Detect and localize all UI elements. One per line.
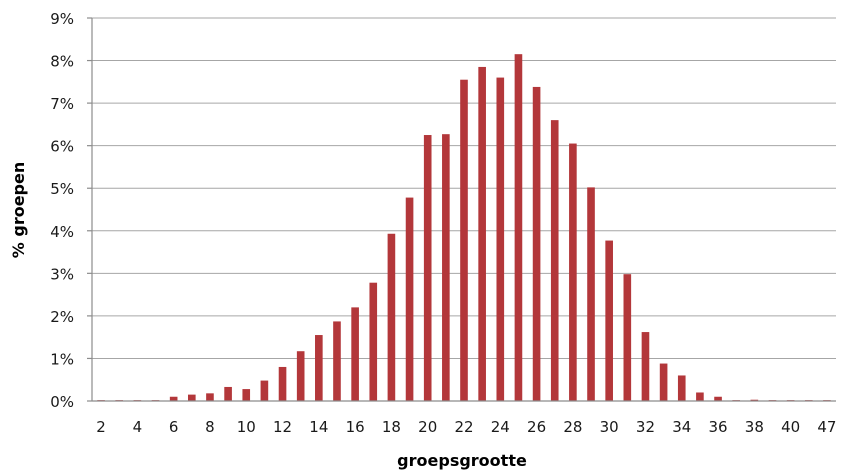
bar-38: [750, 399, 759, 401]
bar-32: [641, 332, 650, 401]
y-tick-label: 1%: [50, 350, 74, 368]
y-tick-label: 9%: [50, 10, 74, 28]
x-tick-label: 40: [781, 418, 800, 436]
x-tick-label: 2: [96, 418, 106, 436]
x-tick-label: 32: [636, 418, 655, 436]
x-tick-label: 28: [563, 418, 582, 436]
x-tick-label: 20: [418, 418, 437, 436]
x-tick-label: 8: [205, 418, 215, 436]
bar-21: [442, 134, 450, 401]
x-tick-label: 34: [672, 418, 691, 436]
bar-30: [605, 240, 613, 401]
x-tick-label: 24: [491, 418, 510, 436]
bar-22: [460, 79, 468, 401]
bar-17: [369, 282, 378, 401]
x-tick-label: 6: [169, 418, 179, 436]
x-tick-label: 12: [273, 418, 292, 436]
x-tick-label: 16: [346, 418, 365, 436]
bar-12: [278, 366, 287, 401]
bars: [97, 54, 831, 402]
x-tick-labels: 2 4 6 8 10 12 14 16 18 20 22 24 26 28 30 32 34 36 38 40 47: [96, 418, 836, 436]
bar-29: [587, 187, 595, 401]
y-tick-label: 8%: [50, 53, 74, 71]
x-tick-label: 22: [454, 418, 473, 436]
bar-13: [296, 351, 305, 401]
bar-15: [333, 321, 341, 401]
y-tick-label: 4%: [50, 223, 74, 241]
bar-9: [224, 386, 232, 401]
bar-27: [550, 120, 559, 401]
axes: [91, 18, 836, 402]
bar-26: [532, 86, 541, 401]
bar-6: [169, 396, 178, 401]
x-axis-title: groepsgrootte: [397, 451, 527, 470]
bar-7: [187, 394, 196, 401]
bar-28: [569, 143, 577, 402]
bar-19: [405, 197, 414, 401]
bar-16: [351, 307, 359, 401]
x-tick-label: 14: [309, 418, 328, 436]
bar-35: [696, 392, 704, 401]
y-tick-label: 0%: [50, 393, 74, 411]
bar-10: [242, 389, 251, 401]
bar-23: [478, 66, 486, 401]
bar-25: [514, 54, 523, 402]
y-tick-label: 6%: [50, 138, 74, 156]
bar-18: [387, 233, 396, 401]
bar-31: [623, 274, 632, 401]
x-tick-label: 10: [237, 418, 256, 436]
x-tick-label: 26: [527, 418, 546, 436]
y-axis-title: % groepen: [9, 162, 28, 258]
bar-33: [659, 363, 668, 401]
y-tick-labels: 0% 1% 2% 3% 4% 5% 6% 7% 8% 9%: [50, 10, 92, 411]
bar-20: [423, 135, 432, 401]
y-tick-label: 5%: [50, 180, 74, 198]
bar-36: [714, 396, 722, 401]
x-tick-label: 38: [745, 418, 764, 436]
y-tick-label: 3%: [50, 265, 74, 283]
bar-14: [315, 335, 323, 401]
bar-8: [206, 393, 214, 401]
bar-11: [260, 380, 269, 401]
bar-24: [496, 77, 505, 402]
y-tick-label: 7%: [50, 95, 74, 113]
bar-34: [677, 375, 686, 401]
x-tick-label: 47: [817, 418, 836, 436]
x-tick-label: 18: [382, 418, 401, 436]
x-tick-label: 4: [133, 418, 143, 436]
x-tick-label: 36: [709, 418, 728, 436]
y-tick-label: 2%: [50, 308, 74, 326]
x-tick-label: 30: [600, 418, 619, 436]
